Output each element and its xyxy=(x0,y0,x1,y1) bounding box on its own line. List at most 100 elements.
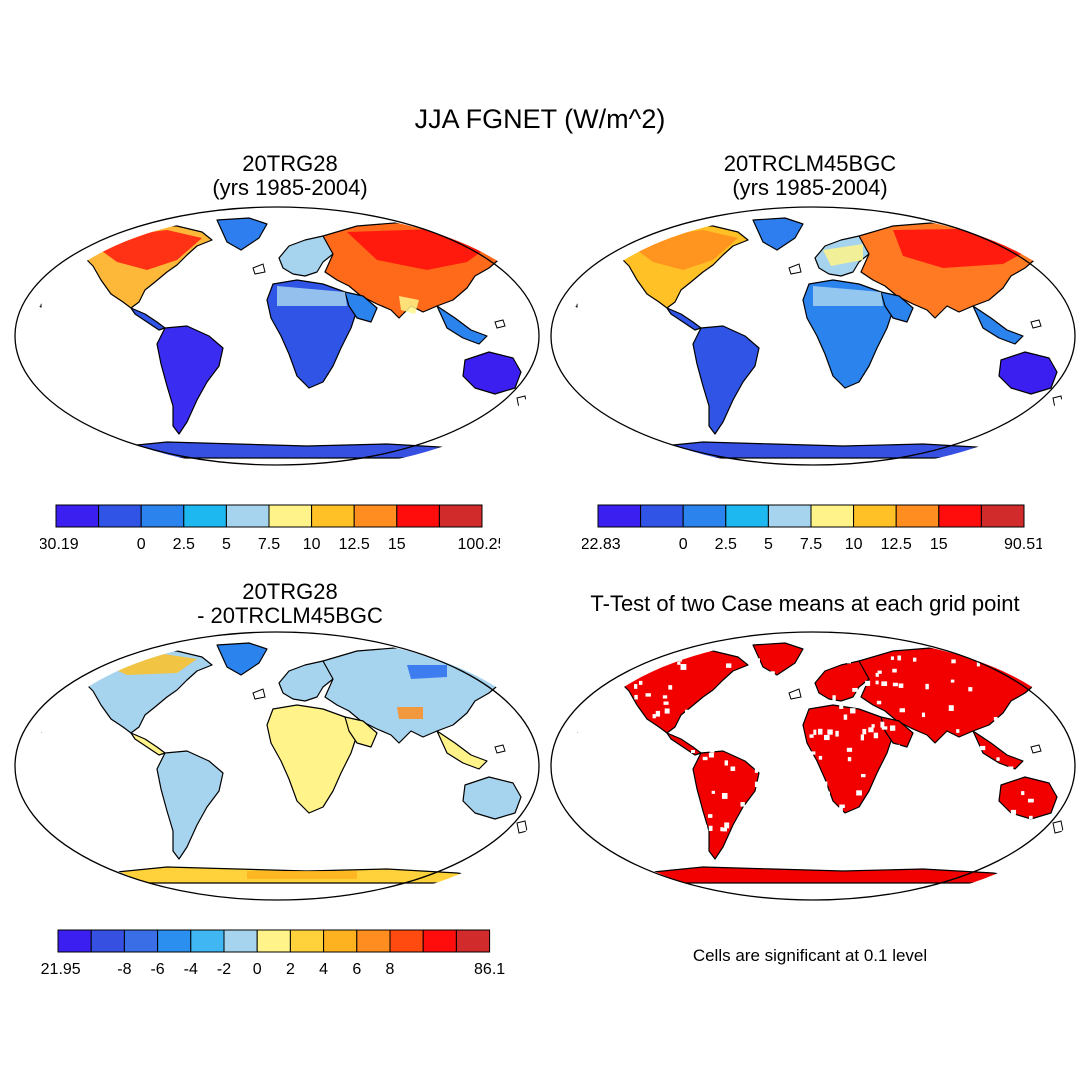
insignificant-cell xyxy=(1007,766,1014,772)
colorbar-tick-label: 2.5 xyxy=(173,536,195,553)
insignificant-cell xyxy=(816,700,821,705)
insignificant-cell xyxy=(1010,809,1017,815)
insignificant-cell xyxy=(708,814,713,818)
colorbar-tick-label: -4 xyxy=(184,961,198,978)
insignificant-cell xyxy=(881,726,888,730)
colorbar-tick-label: 0 xyxy=(253,961,262,978)
insignificant-cell xyxy=(953,779,957,785)
insignificant-cell xyxy=(756,658,760,664)
panel-1-title-line1: 20TRG28 xyxy=(242,151,338,176)
colorbar-tick-label: 2 xyxy=(286,961,295,978)
insignificant-cell xyxy=(1021,791,1025,796)
insignificant-cell xyxy=(604,831,610,835)
insignificant-cell xyxy=(787,754,793,758)
continent-southeast-asia xyxy=(972,305,1024,345)
insignificant-cell xyxy=(658,797,664,802)
insignificant-cell xyxy=(842,833,848,839)
map-border xyxy=(550,631,1076,901)
continent-south-america xyxy=(156,750,224,860)
insignificant-cell xyxy=(961,765,966,769)
colorbar-tick-label: 4 xyxy=(319,961,328,978)
insignificant-cell xyxy=(730,766,736,771)
continent-southeast-asia xyxy=(436,305,488,345)
insignificant-cell xyxy=(986,803,992,809)
insignificant-cell xyxy=(631,719,635,723)
colorbar-tick-label: 0 xyxy=(679,536,688,553)
colorbar-tick-label: 100.25 xyxy=(458,536,500,553)
insignificant-cell xyxy=(950,679,955,683)
insignificant-cell xyxy=(663,701,669,705)
insignificant-cell xyxy=(856,790,862,796)
insignificant-cell xyxy=(812,785,817,792)
insignificant-cell xyxy=(761,700,766,704)
insignificant-cell xyxy=(786,752,791,756)
insignificant-cell xyxy=(1020,655,1025,660)
insignificant-cell xyxy=(752,673,758,678)
insignificant-cell xyxy=(1031,686,1036,691)
insignificant-cell xyxy=(677,832,683,837)
field-sahara-cool xyxy=(277,286,347,306)
insignificant-cell xyxy=(634,684,638,689)
colorbar-tick-label: 90.51 xyxy=(1004,536,1042,553)
insignificant-cell xyxy=(890,725,896,731)
insignificant-cell xyxy=(912,751,917,757)
continent-greenland xyxy=(752,642,804,676)
colorbar-box xyxy=(57,929,92,953)
insignificant-cell xyxy=(655,710,661,717)
insignificant-cell xyxy=(634,694,638,700)
insignificant-cell xyxy=(796,722,802,729)
continent-antarctica xyxy=(642,866,1034,884)
insignificant-cell xyxy=(925,822,929,829)
insignificant-cell xyxy=(611,710,617,714)
colorbar-tick-label: 5 xyxy=(764,536,773,553)
colorbar-tick-label: 7.5 xyxy=(800,536,822,553)
insignificant-cell xyxy=(916,811,921,817)
colorbar-box xyxy=(356,929,391,953)
colorbar-tick-label: 2.5 xyxy=(715,536,737,553)
insignificant-cell xyxy=(827,729,833,735)
insignificant-cell xyxy=(899,708,905,713)
insignificant-cell xyxy=(652,714,656,719)
colorbar-box xyxy=(183,504,227,528)
insignificant-cell xyxy=(813,729,817,735)
island-outline xyxy=(788,688,802,700)
insignificant-cell xyxy=(662,695,668,699)
colorbar-box xyxy=(353,504,398,528)
insignificant-cell xyxy=(850,708,856,714)
insignificant-cell xyxy=(871,724,875,728)
figure-title: JJA FGNET (W/m^2) xyxy=(414,104,666,134)
insignificant-cell xyxy=(813,802,818,809)
colorbar-panel-3: -21.95 -8 -6 -4 -2 0 2 4 6 8 86.1 xyxy=(40,929,505,978)
insignificant-cell xyxy=(835,824,839,829)
insignificant-cell xyxy=(828,817,835,821)
insignificant-cell xyxy=(769,821,775,827)
insignificant-cell xyxy=(796,805,801,811)
insignificant-cell xyxy=(968,687,973,692)
insignificant-cell xyxy=(797,753,802,760)
insignificant-cell xyxy=(708,752,714,758)
colorbar-box xyxy=(438,504,483,528)
island-outline xyxy=(1052,820,1064,834)
insignificant-cell xyxy=(915,776,919,782)
field-tibet-orange xyxy=(397,707,423,719)
insignificant-cell xyxy=(791,781,797,785)
field-india-yellow xyxy=(399,296,419,314)
colorbar-tick-label: 6 xyxy=(352,961,361,978)
insignificant-cell xyxy=(708,825,713,831)
insignificant-cell xyxy=(865,680,871,686)
insignificant-cell xyxy=(792,667,796,673)
insignificant-cell xyxy=(977,815,983,821)
insignificant-cell xyxy=(791,820,796,825)
insignificant-cell xyxy=(847,757,852,762)
insignificant-cell xyxy=(720,827,724,832)
insignificant-cell xyxy=(658,786,665,790)
insignificant-cell xyxy=(648,736,654,740)
insignificant-cell xyxy=(636,813,641,817)
insignificant-cell xyxy=(875,672,879,677)
continent-greenland xyxy=(216,217,268,251)
insignificant-cell xyxy=(625,721,631,728)
insignificant-cell xyxy=(1020,709,1027,715)
colorbar-tick-label: 12.5 xyxy=(339,536,370,553)
insignificant-cell xyxy=(793,775,800,782)
insignificant-cell xyxy=(805,822,811,826)
